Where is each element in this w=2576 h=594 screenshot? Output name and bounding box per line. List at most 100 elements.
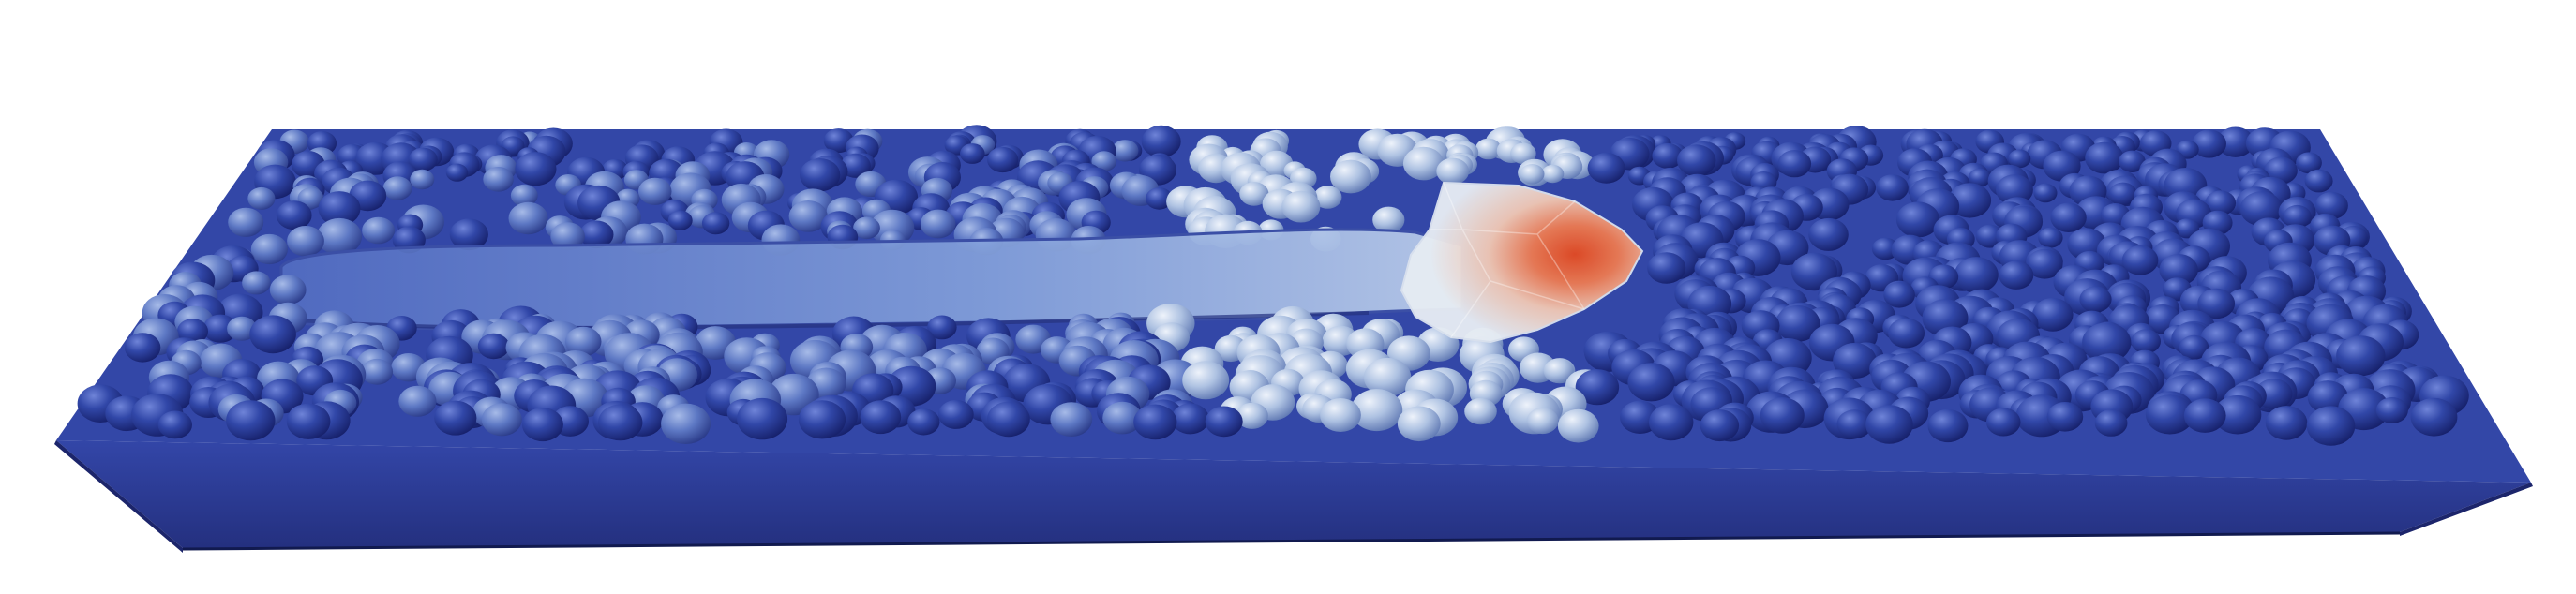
powder-particle xyxy=(2239,191,2283,227)
powder-particle xyxy=(1968,168,1991,187)
powder-particle xyxy=(637,177,672,205)
powder-particle xyxy=(2205,190,2237,216)
powder-particle xyxy=(920,209,956,239)
powder-particle xyxy=(1205,406,1243,438)
plate-right-face xyxy=(2400,483,2533,536)
plate-bottom-edge xyxy=(182,531,2401,551)
powder-particle xyxy=(1557,408,1599,443)
powder-particle xyxy=(228,207,264,237)
powder-particle xyxy=(449,218,488,251)
powder-particle xyxy=(2033,183,2058,203)
powder-particle xyxy=(1627,363,1675,402)
powder-particle xyxy=(1808,217,1849,251)
powder-particle xyxy=(1171,403,1209,435)
powder-particle xyxy=(1652,142,1684,169)
powder-particle xyxy=(1975,224,2004,248)
powder-particle xyxy=(1133,404,1177,440)
powder-particle xyxy=(788,200,828,232)
powder-particle xyxy=(249,315,296,354)
powder-particle xyxy=(2079,286,2112,313)
powder-particle xyxy=(1464,397,1497,425)
powder-particle xyxy=(800,158,841,192)
powder-particle xyxy=(2307,380,2348,414)
powder-particle xyxy=(1775,304,1820,342)
powder-particle xyxy=(2336,335,2386,377)
melt-pool xyxy=(1400,181,1644,344)
powder-particle xyxy=(1475,138,1502,160)
powder-particle xyxy=(1541,164,1565,184)
powder-particle xyxy=(2265,406,2308,440)
powder-particle xyxy=(2131,329,2161,354)
powder-particle xyxy=(2306,406,2356,446)
plate-left-face xyxy=(54,440,183,553)
powder-particle xyxy=(2183,398,2226,433)
powder-particle xyxy=(276,200,312,230)
powder-particle xyxy=(927,315,957,340)
powder-particle xyxy=(398,385,437,417)
powder-particle xyxy=(1236,402,1268,429)
powder-particle xyxy=(2296,152,2322,174)
powder-particle xyxy=(1888,318,1925,349)
powder-particle xyxy=(907,408,940,436)
powder-particle xyxy=(2046,402,2084,432)
powder-particle xyxy=(2410,397,2458,437)
powder-particle xyxy=(960,143,985,164)
powder-particle xyxy=(227,316,257,341)
powder-particle xyxy=(1526,408,1559,435)
powder-particle xyxy=(987,401,1030,438)
powder-particle xyxy=(598,404,643,441)
powder-particle xyxy=(515,152,557,186)
powder-particle xyxy=(1895,201,1940,238)
powder-particle xyxy=(1700,409,1740,442)
powder-particle xyxy=(361,358,394,385)
powder-particle xyxy=(798,400,846,439)
powder-particle xyxy=(2119,150,2146,172)
powder-particle xyxy=(2375,397,2408,423)
melt-pool-facet xyxy=(1430,182,1585,338)
powder-particle xyxy=(2094,409,2128,437)
powder-particle xyxy=(317,217,362,256)
powder-particle xyxy=(2283,204,2312,229)
powder-particle xyxy=(250,233,288,265)
powder-particle xyxy=(362,216,396,245)
powder-particle xyxy=(1351,389,1403,432)
powder-particle xyxy=(2159,254,2198,286)
powder-particles-front xyxy=(77,265,2469,446)
powder-particle xyxy=(1575,369,1620,406)
powder-particle xyxy=(510,184,538,207)
powder-particle xyxy=(1647,252,1686,284)
powder-particle xyxy=(2213,394,2262,435)
powder-particle xyxy=(661,403,711,444)
powder-particle xyxy=(550,222,585,251)
powder-particle xyxy=(701,212,730,235)
powder-particle xyxy=(1883,282,1915,308)
powder-particle xyxy=(1996,174,2033,205)
powder-particle xyxy=(2082,322,2132,363)
powder-particle xyxy=(1397,406,1441,442)
powder-particle xyxy=(1677,144,1716,177)
powder-particle xyxy=(477,333,510,360)
powder-particle xyxy=(1999,260,2034,290)
powder-particle xyxy=(483,167,514,192)
powder-particle xyxy=(564,326,602,357)
powder-particle xyxy=(382,176,412,200)
powder-particle xyxy=(2085,141,2124,174)
powder-particle xyxy=(2314,191,2348,220)
powder-particle xyxy=(860,400,902,435)
powder-particle xyxy=(202,314,238,343)
powder-particle xyxy=(226,400,276,441)
powder-particle xyxy=(1587,153,1625,184)
powder-particle xyxy=(2197,288,2236,319)
powder-particle xyxy=(1948,183,1992,218)
powder-particle xyxy=(1436,157,1470,185)
powder-particle xyxy=(269,275,307,305)
melt-pool-body xyxy=(1400,181,1644,344)
powder-particle xyxy=(1102,401,1143,435)
powder-particle xyxy=(409,147,438,171)
powder-particle xyxy=(1927,408,1969,443)
powder-particle xyxy=(2145,394,2194,435)
powder-particle xyxy=(1239,182,1269,206)
powder-particle xyxy=(2026,248,2063,279)
powder-particle xyxy=(1320,398,1361,432)
